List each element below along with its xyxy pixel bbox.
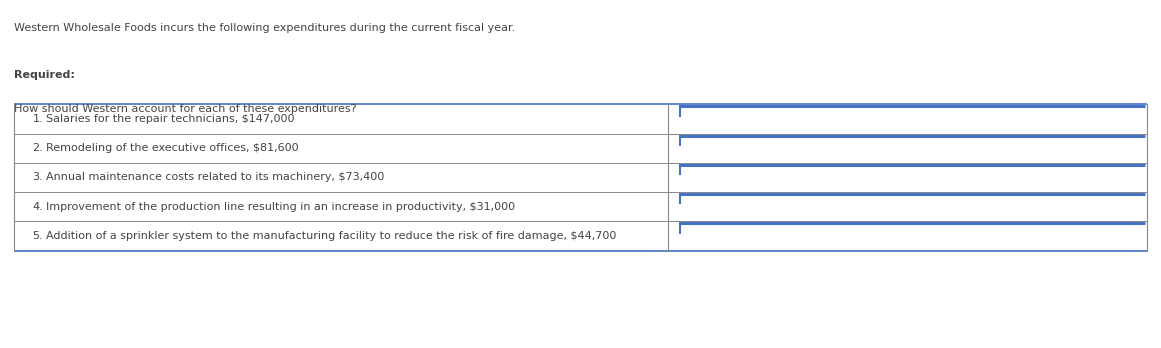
Text: 2.: 2. bbox=[33, 143, 43, 153]
Text: Required:: Required: bbox=[14, 70, 74, 80]
Text: Improvement of the production line resulting in an increase in productivity, $31: Improvement of the production line resul… bbox=[46, 202, 515, 212]
Text: 5.: 5. bbox=[33, 231, 43, 241]
Text: 4.: 4. bbox=[33, 202, 43, 212]
Text: Remodeling of the executive offices, $81,600: Remodeling of the executive offices, $81… bbox=[46, 143, 300, 153]
Text: Addition of a sprinkler system to the manufacturing facility to reduce the risk : Addition of a sprinkler system to the ma… bbox=[46, 231, 616, 241]
Text: How should Western account for each of these expenditures?: How should Western account for each of t… bbox=[14, 104, 356, 114]
Text: Annual maintenance costs related to its machinery, $73,400: Annual maintenance costs related to its … bbox=[46, 173, 384, 182]
Text: Salaries for the repair technicians, $147,000: Salaries for the repair technicians, $14… bbox=[46, 114, 295, 124]
Text: 1.: 1. bbox=[33, 114, 43, 124]
Text: Western Wholesale Foods incurs the following expenditures during the current fis: Western Wholesale Foods incurs the follo… bbox=[14, 23, 515, 33]
Text: 3.: 3. bbox=[33, 173, 43, 182]
